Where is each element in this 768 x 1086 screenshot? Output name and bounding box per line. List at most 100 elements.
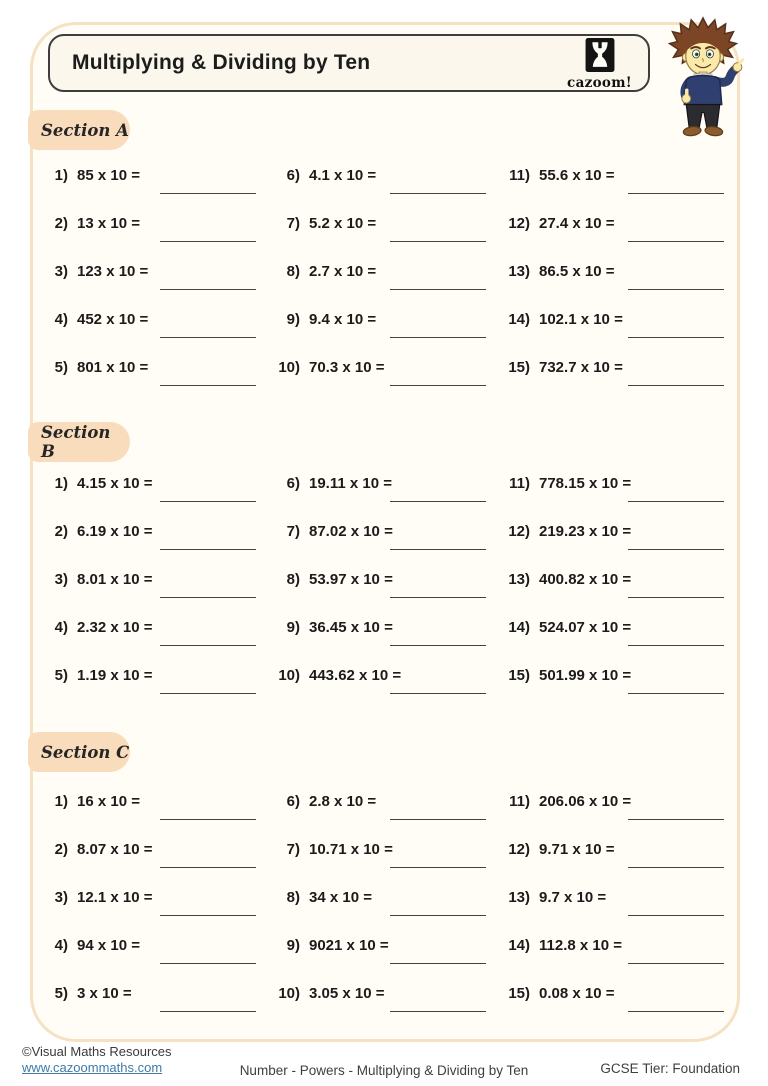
answer-blank-line	[390, 193, 486, 194]
problem-number: 4)	[54, 619, 68, 636]
section-a-badge: Section A	[28, 110, 130, 150]
problem-text: 6) 2.8 x 10 =	[272, 788, 502, 810]
problem-item: 9) 36.45 x 10 =	[272, 614, 502, 662]
section-a-problems: 1) 85 x 10 = 2) 13 x 10 = 3) 123 x 10 = 4) 4…	[40, 162, 740, 402]
answer-blank-line	[160, 241, 256, 242]
problem-item: 14) 524.07 x 10 =	[502, 614, 740, 662]
problem-number: 5)	[54, 667, 68, 684]
problem-number: 14)	[508, 619, 530, 636]
problem-expression: 443.62 x 10 =	[309, 667, 402, 684]
problem-number: 6)	[286, 475, 300, 492]
answer-blank-line	[160, 289, 256, 290]
problem-number: 15)	[508, 359, 530, 376]
answer-blank-line	[628, 1011, 724, 1012]
problem-item: 11) 206.06 x 10 =	[502, 788, 740, 836]
answer-blank-line	[160, 549, 256, 550]
problem-number: 1)	[54, 167, 68, 184]
answer-blank-line	[160, 867, 256, 868]
problem-text: 13) 86.5 x 10 =	[502, 258, 740, 280]
problem-text: 9) 9.4 x 10 =	[272, 306, 502, 328]
problem-text: 11) 206.06 x 10 =	[502, 788, 740, 810]
problem-number: 11)	[509, 793, 530, 810]
problem-item: 1) 85 x 10 =	[40, 162, 272, 210]
problem-expression: 4.1 x 10 =	[309, 167, 377, 184]
copyright-text: ©Visual Maths Resources	[22, 1044, 172, 1059]
problem-item: 3) 12.1 x 10 =	[40, 884, 272, 932]
problem-expression: 3.05 x 10 =	[309, 985, 385, 1002]
problem-number: 5)	[54, 359, 68, 376]
problem-number: 8)	[286, 571, 300, 588]
problem-text: 6) 19.11 x 10 =	[272, 470, 502, 492]
answer-blank-line	[628, 693, 724, 694]
answer-blank-line	[390, 337, 486, 338]
problem-expression: 86.5 x 10 =	[539, 263, 615, 280]
website-link[interactable]: www.cazoommaths.com	[22, 1060, 163, 1075]
problem-expression: 112.8 x 10 =	[539, 937, 622, 954]
problem-expression: 0.08 x 10 =	[539, 985, 615, 1002]
problem-number: 3)	[54, 263, 68, 280]
problem-item: 12) 219.23 x 10 =	[502, 518, 740, 566]
answer-blank-line	[390, 241, 486, 242]
problem-item: 10) 3.05 x 10 =	[272, 980, 502, 1028]
problem-number: 2)	[54, 841, 68, 858]
section-c-badge: Section C	[28, 732, 130, 772]
problem-expression: 2.7 x 10 =	[309, 263, 377, 280]
problem-text: 10) 3.05 x 10 =	[272, 980, 502, 1002]
problem-text: 15) 501.99 x 10 =	[502, 662, 740, 684]
problem-text: 9) 9021 x 10 =	[272, 932, 502, 954]
problem-expression: 8.07 x 10 =	[77, 841, 153, 858]
problem-text: 2) 13 x 10 =	[40, 210, 272, 232]
problem-item: 2) 8.07 x 10 =	[40, 836, 272, 884]
problem-item: 15) 501.99 x 10 =	[502, 662, 740, 710]
problem-text: 13) 9.7 x 10 =	[502, 884, 740, 906]
problem-expression: 732.7 x 10 =	[539, 359, 623, 376]
problem-expression: 102.1 x 10 =	[539, 311, 623, 328]
footer-left: ©Visual Maths Resources www.cazoommaths.…	[22, 1044, 172, 1076]
problem-number: 9)	[286, 619, 300, 636]
problem-item: 1) 4.15 x 10 =	[40, 470, 272, 518]
problem-text: 2) 8.07 x 10 =	[40, 836, 272, 858]
problem-number: 13)	[508, 263, 530, 280]
problem-item: 9) 9021 x 10 =	[272, 932, 502, 980]
problem-item: 7) 5.2 x 10 =	[272, 210, 502, 258]
problem-item: 15) 0.08 x 10 =	[502, 980, 740, 1028]
answer-blank-line	[628, 337, 724, 338]
answer-blank-line	[628, 819, 724, 820]
problem-number: 9)	[286, 311, 300, 328]
problem-expression: 3 x 10 =	[77, 985, 132, 1002]
problem-text: 8) 34 x 10 =	[272, 884, 502, 906]
problem-number: 12)	[508, 523, 530, 540]
problem-text: 14) 102.1 x 10 =	[502, 306, 740, 328]
footer-tier: GCSE Tier: Foundation	[600, 1061, 740, 1076]
problem-number: 12)	[508, 841, 530, 858]
problem-expression: 85 x 10 =	[77, 167, 140, 184]
problem-text: 11) 55.6 x 10 =	[502, 162, 740, 184]
problem-text: 7) 5.2 x 10 =	[272, 210, 502, 232]
problem-text: 14) 112.8 x 10 =	[502, 932, 740, 954]
answer-blank-line	[390, 289, 486, 290]
problem-item: 11) 55.6 x 10 =	[502, 162, 740, 210]
problem-text: 1) 16 x 10 =	[40, 788, 272, 810]
problem-text: 10) 70.3 x 10 =	[272, 354, 502, 376]
answer-blank-line	[160, 193, 256, 194]
problem-text: 3) 12.1 x 10 =	[40, 884, 272, 906]
problem-expression: 12.1 x 10 =	[77, 889, 153, 906]
problem-number: 7)	[286, 215, 300, 232]
problem-expression: 219.23 x 10 =	[539, 523, 632, 540]
problem-number: 7)	[286, 523, 300, 540]
problem-item: 10) 70.3 x 10 =	[272, 354, 502, 402]
problem-text: 6) 4.1 x 10 =	[272, 162, 502, 184]
problem-item: 13) 86.5 x 10 =	[502, 258, 740, 306]
problem-text: 12) 219.23 x 10 =	[502, 518, 740, 540]
problem-expression: 55.6 x 10 =	[539, 167, 615, 184]
problem-number: 3)	[54, 889, 68, 906]
problem-text: 3) 8.01 x 10 =	[40, 566, 272, 588]
problem-number: 12)	[508, 215, 530, 232]
problem-number: 2)	[54, 215, 68, 232]
problem-text: 11) 778.15 x 10 =	[502, 470, 740, 492]
problem-item: 8) 34 x 10 =	[272, 884, 502, 932]
answer-blank-line	[390, 597, 486, 598]
problem-expression: 9.7 x 10 =	[539, 889, 607, 906]
problem-text: 12) 27.4 x 10 =	[502, 210, 740, 232]
problem-expression: 9.4 x 10 =	[309, 311, 377, 328]
